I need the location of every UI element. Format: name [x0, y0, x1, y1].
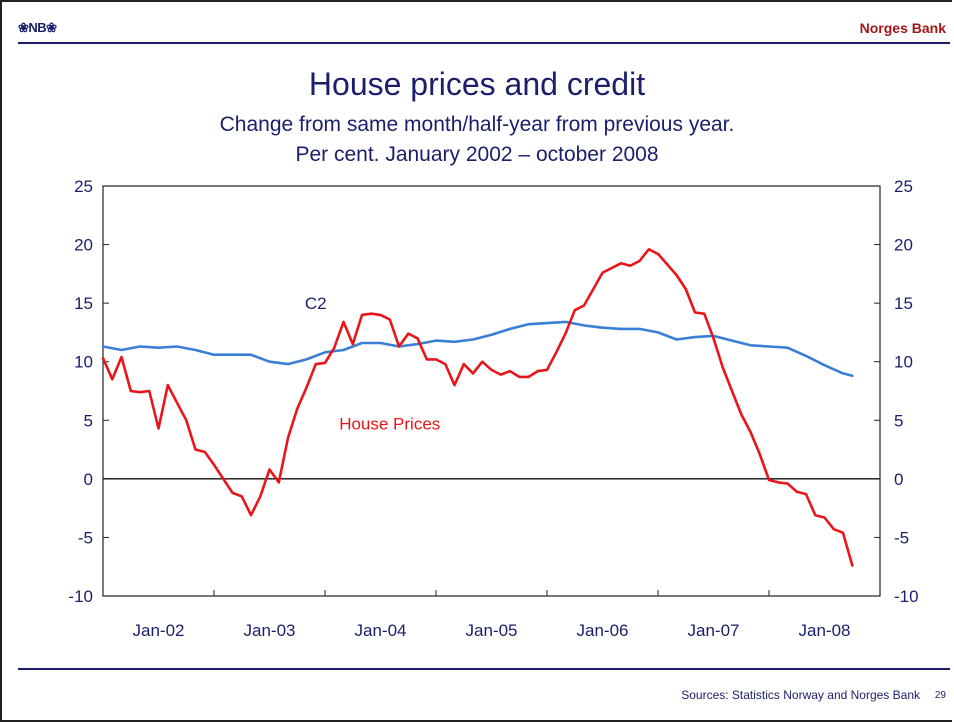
chart-subtitle-2: Per cent. January 2002 – october 2008	[295, 143, 659, 166]
y-tick-label-left: 10	[74, 353, 93, 372]
series-annotation: House Prices	[339, 415, 440, 434]
y-tick-label-left: 0	[84, 470, 93, 489]
y-tick-label-left: 20	[74, 236, 93, 255]
y-tick-label-right: 15	[894, 294, 913, 313]
y-tick-label-left: 5	[84, 411, 93, 430]
series-line-c2	[101, 320, 854, 378]
bank-name: Norges Bank	[859, 20, 946, 36]
nb-logo: ❀NB❀	[18, 20, 57, 35]
series-line-house-prices	[101, 248, 854, 567]
x-tick-label: Jan-06	[577, 621, 629, 640]
page-number: 29	[934, 690, 946, 701]
x-tick-label: Jan-08	[799, 621, 851, 640]
x-tick-label: Jan-03	[244, 621, 296, 640]
footer-rule	[18, 668, 950, 670]
y-tick-label-right: 5	[894, 411, 903, 430]
x-tick-label: Jan-02	[133, 621, 185, 640]
series-annotation: C2	[305, 294, 327, 313]
plot-area	[102, 185, 881, 597]
y-tick-label-right: 10	[894, 353, 913, 372]
chart-subtitle-1: Change from same month/half-year from pr…	[219, 113, 735, 136]
y-tick-label-right: 20	[894, 236, 913, 255]
header-rule	[18, 42, 950, 44]
y-tick-label-left: 25	[74, 177, 93, 196]
chart-title: House prices and credit	[308, 66, 646, 102]
y-tick-label-right: -10	[894, 587, 919, 606]
x-tick-label: Jan-05	[466, 621, 518, 640]
sources-note: Sources: Statistics Norway and Norges Ba…	[681, 688, 920, 702]
y-tick-label-right: 25	[894, 177, 913, 196]
y-tick-label-right: -5	[894, 528, 909, 547]
x-tick-label: Jan-07	[688, 621, 740, 640]
y-tick-label-left: 15	[74, 294, 93, 313]
x-tick-label: Jan-04	[355, 621, 407, 640]
y-tick-label-left: -10	[68, 587, 93, 606]
y-tick-label-left: -5	[78, 528, 93, 547]
y-tick-label-right: 0	[894, 470, 903, 489]
